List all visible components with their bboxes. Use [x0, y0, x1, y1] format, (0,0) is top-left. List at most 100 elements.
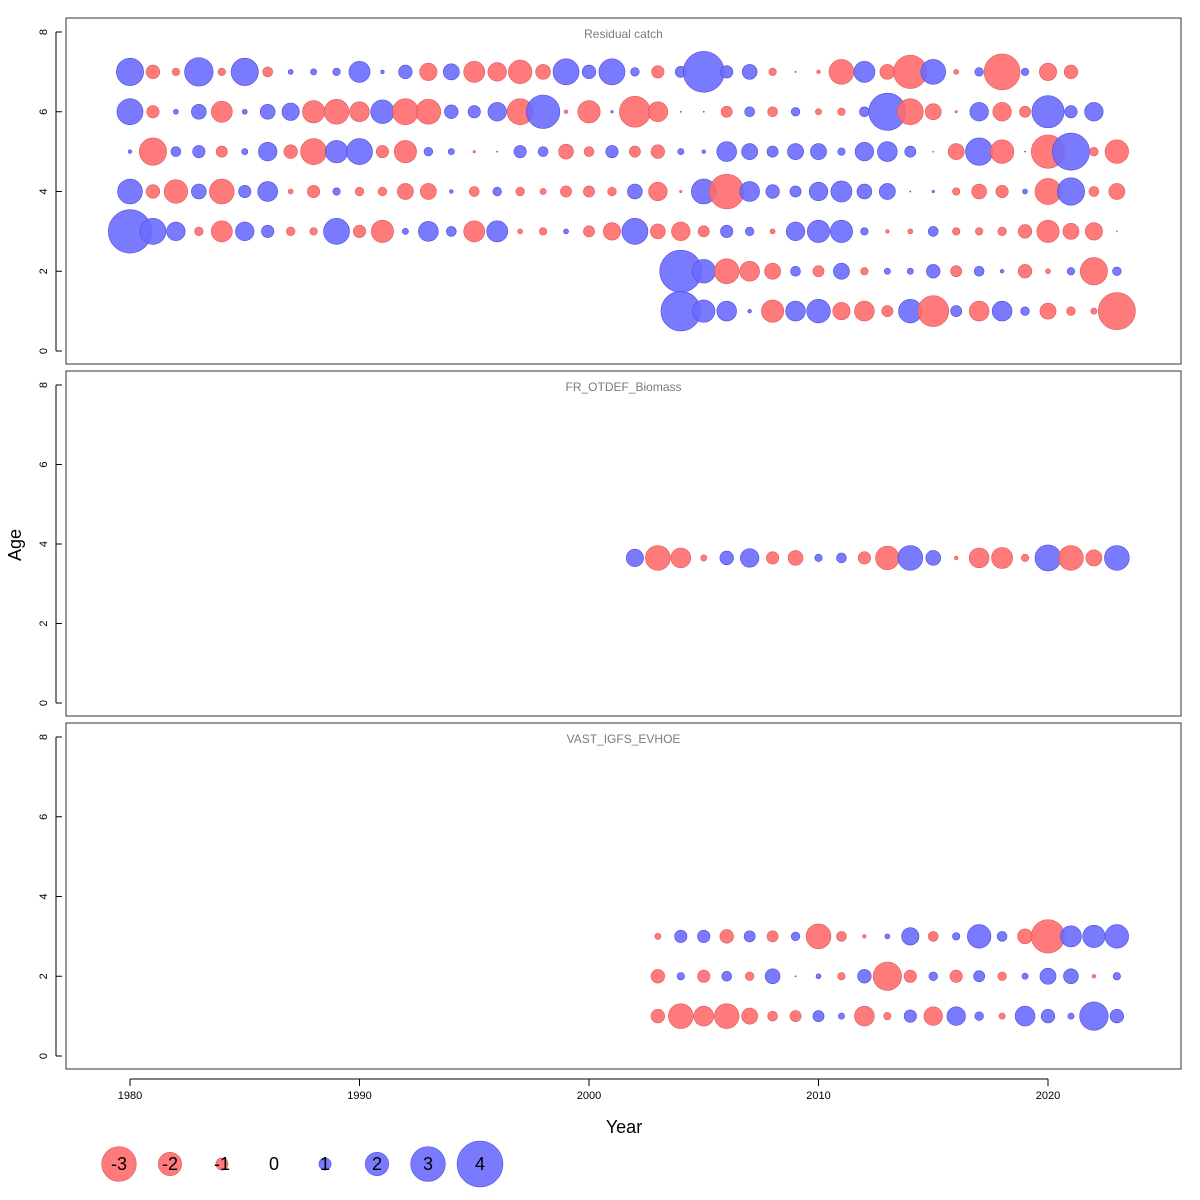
bubble-positive — [625, 548, 644, 567]
bubble-negative — [769, 228, 776, 235]
bubble-negative — [896, 98, 924, 126]
bubble-positive — [537, 146, 549, 157]
bubble-positive — [952, 932, 961, 941]
bubble-positive — [630, 67, 640, 77]
bubble-positive — [829, 219, 853, 243]
bubble-positive — [1082, 924, 1106, 948]
bubble-negative — [1039, 62, 1057, 81]
bubble-positive — [719, 550, 734, 566]
bubble-negative — [194, 226, 204, 237]
bubble-positive — [856, 183, 873, 200]
bubble-positive — [692, 299, 716, 323]
bubble-negative — [397, 183, 414, 200]
y-tick-label: 4 — [38, 893, 50, 899]
legend-bubble — [215, 1157, 229, 1171]
bubble-positive — [836, 552, 847, 564]
bubble-positive — [833, 262, 850, 280]
bubble-negative — [903, 969, 917, 983]
bubble-negative — [720, 105, 733, 118]
bubble-negative — [650, 223, 666, 240]
bubble-negative — [300, 138, 327, 165]
bubble-positive — [741, 64, 758, 80]
bubble-negative — [1097, 292, 1136, 331]
y-tick-label: 8 — [38, 734, 50, 740]
legend: -3 -2 -1 0 1 2 3 4 — [101, 1140, 504, 1188]
bubble-positive — [1014, 1005, 1036, 1027]
y-tick-label: 0 — [38, 700, 50, 706]
bubble-positive — [785, 221, 806, 241]
y-tick-label: 0 — [38, 1053, 50, 1059]
bubble-positive — [878, 183, 896, 200]
bubble-negative — [766, 551, 780, 565]
bubble-positive — [1112, 972, 1121, 981]
bubble-positive — [721, 970, 732, 982]
legend-label: 3 — [423, 1154, 433, 1174]
bubble-positive — [904, 145, 917, 158]
bubble-negative — [709, 173, 745, 210]
bubble-positive — [166, 221, 186, 241]
bubble-positive — [716, 141, 737, 162]
bubble-negative — [997, 226, 1007, 237]
bubble-negative — [995, 185, 1009, 199]
bubble-negative — [602, 222, 621, 241]
bubble-positive — [859, 106, 870, 118]
bubble-negative — [286, 226, 296, 237]
bubble-negative — [209, 178, 235, 205]
bubble-negative — [907, 228, 914, 235]
bubble-positive — [1031, 95, 1065, 129]
bubble-positive — [116, 57, 144, 86]
bubble-negative — [375, 145, 389, 159]
bubble-positive — [927, 226, 939, 237]
bubble-negative — [283, 144, 298, 159]
bubble-negative — [1039, 302, 1057, 320]
bubble-negative — [370, 219, 394, 243]
bubble-negative — [1017, 264, 1033, 279]
bubble-positive — [235, 221, 255, 241]
x-tick-label: 1980 — [118, 1090, 142, 1102]
bubble-positive — [837, 147, 846, 156]
bubble-negative — [535, 64, 551, 80]
bubble-negative — [1090, 307, 1098, 315]
bubble-negative — [577, 100, 601, 124]
bubble-negative — [700, 554, 708, 562]
bubble-negative — [352, 224, 366, 238]
bubble-negative — [927, 931, 939, 942]
x-tick-label: 2000 — [577, 1090, 601, 1102]
x-tick-label: 2010 — [806, 1090, 830, 1102]
bubble-positive — [702, 110, 705, 113]
bubble-positive — [598, 58, 626, 86]
bubble-positive — [720, 224, 734, 238]
legend-label: 0 — [269, 1154, 279, 1174]
bubble-positive — [310, 68, 317, 76]
bubble-negative — [419, 183, 437, 200]
bubble-positive — [926, 264, 941, 279]
panel-1: Residual catch 0 2 4 6 8 — [38, 17, 1182, 365]
bubble-negative — [1115, 230, 1118, 233]
bubble-negative — [472, 150, 476, 154]
bubble-negative — [766, 930, 779, 943]
bubble-positive — [610, 110, 614, 114]
x-tick-label: 2020 — [1036, 1090, 1060, 1102]
bubble-positive — [1039, 967, 1057, 985]
bubble-negative — [836, 931, 847, 942]
bubble-positive — [741, 143, 759, 160]
bubble-positive — [950, 305, 963, 318]
y-tick-label: 2 — [38, 268, 50, 274]
bubble-negative — [952, 227, 961, 236]
bubble-negative — [857, 551, 871, 565]
bubble-positive — [909, 190, 912, 193]
bubble-positive — [764, 968, 781, 984]
bubble-negative — [679, 189, 683, 194]
bubble-negative — [468, 186, 480, 197]
bubble-positive — [679, 110, 682, 113]
bubble-negative — [854, 300, 875, 322]
bubble-positive — [170, 146, 182, 157]
bubble-negative — [924, 103, 942, 121]
bubble-positive — [1024, 150, 1026, 153]
bubble-negative — [651, 65, 665, 79]
legend-entry: -1 — [214, 1154, 230, 1174]
y-tick-label: 6 — [38, 461, 50, 467]
bubble-positive — [860, 227, 869, 236]
bubble-negative — [629, 145, 641, 158]
